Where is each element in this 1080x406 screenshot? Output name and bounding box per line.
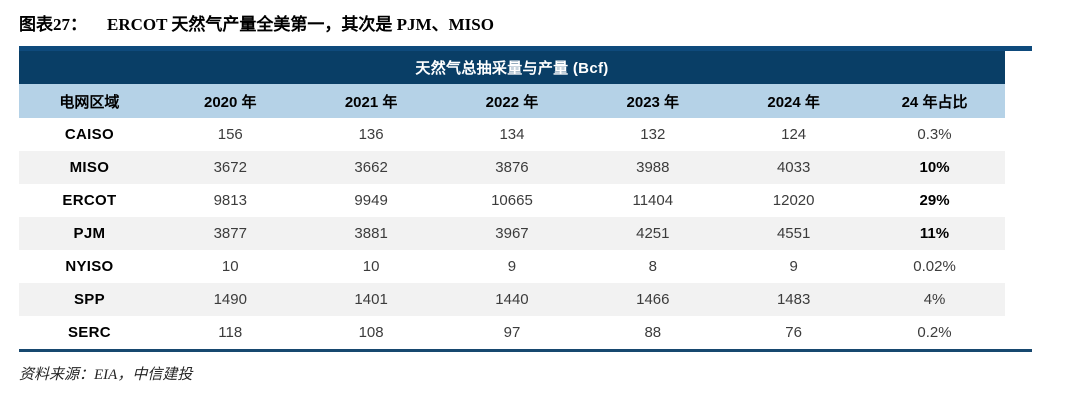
value-cell: 88 — [644, 324, 662, 341]
value-cell: 1483 — [776, 291, 811, 308]
value-cell: 132 — [640, 126, 666, 143]
data-table-container: 天然气总抽采量与产量 (Bcf) 电网区域 2020 年 2021 年 2022… — [19, 51, 1005, 349]
col-header-share: 24 年占比 — [864, 84, 1005, 118]
table-header: 电网区域 2020 年 2021 年 2022 年 2023 年 2024 年 … — [19, 84, 1005, 118]
value-cell: 136 — [358, 126, 384, 143]
table-row-pjm: PJM 3877 3881 3967 4251 4551 11% — [19, 217, 1005, 250]
data-table: 电网区域 2020 年 2021 年 2022 年 2023 年 2024 年 … — [19, 84, 1005, 349]
value-cell: 3877 — [213, 225, 247, 242]
value-cell: 3672 — [213, 159, 247, 176]
table-row-spp: SPP 1490 1401 1440 1466 1483 4% — [19, 283, 1005, 316]
value-cell: 9949 — [354, 192, 388, 209]
table-row-nyiso: NYISO 10 10 9 8 9 0.02% — [19, 250, 1005, 283]
col-header-2022: 2022 年 — [441, 84, 583, 118]
region-cell: CAISO — [64, 126, 114, 143]
region-cell: MISO — [69, 159, 110, 176]
value-cell: 8 — [648, 258, 657, 275]
figure-title: 图表27： ERCOT 天然气产量全美第一，其次是 PJM、MISO — [19, 14, 1080, 36]
table-body: CAISO 156 136 134 132 124 0.3% MISO 3672… — [19, 118, 1005, 349]
report-figure: 图表27： ERCOT 天然气产量全美第一，其次是 PJM、MISO 天然气总抽采… — [19, 14, 1080, 383]
share-cell: 10% — [919, 159, 950, 176]
value-cell: 3988 — [636, 159, 670, 176]
col-header-2020: 2020 年 — [159, 84, 301, 118]
value-cell: 4033 — [776, 159, 811, 176]
value-cell: 12020 — [772, 192, 815, 209]
figure-title-text: ERCOT 天然气产量全美第一，其次是 PJM、MISO — [107, 15, 494, 34]
value-cell: 9813 — [213, 192, 247, 209]
share-cell: 11% — [919, 225, 950, 242]
share-cell: 4% — [923, 291, 946, 308]
value-cell: 10 — [362, 258, 380, 275]
value-cell: 76 — [785, 324, 802, 341]
table-row-caiso: CAISO 156 136 134 132 124 0.3% — [19, 118, 1005, 151]
region-cell: SPP — [73, 291, 105, 308]
value-cell: 3881 — [354, 225, 388, 242]
table-caption-band: 天然气总抽采量与产量 (Bcf) — [19, 51, 1005, 84]
value-cell: 1490 — [213, 291, 247, 308]
value-cell: 9 — [789, 258, 798, 275]
share-cell: 0.2% — [917, 324, 952, 341]
table-header-row: 电网区域 2020 年 2021 年 2022 年 2023 年 2024 年 … — [19, 84, 1005, 118]
value-cell: 1466 — [636, 291, 670, 308]
value-cell: 1440 — [495, 291, 529, 308]
share-cell: 0.3% — [917, 126, 952, 143]
region-cell: SERC — [67, 324, 111, 341]
value-cell: 97 — [503, 324, 521, 341]
value-cell: 156 — [217, 126, 243, 143]
value-cell: 3876 — [495, 159, 529, 176]
table-row-miso: MISO 3672 3662 3876 3988 4033 10% — [19, 151, 1005, 184]
value-cell: 11404 — [632, 192, 674, 209]
title-underline-rule — [19, 46, 1032, 51]
table-bottom-rule — [19, 349, 1032, 352]
source-note: 资料来源：EIA，中信建投 — [19, 367, 193, 383]
value-cell: 9 — [507, 258, 517, 275]
value-cell: 3662 — [354, 159, 388, 176]
value-cell: 3967 — [495, 225, 529, 242]
region-cell: ERCOT — [62, 192, 117, 209]
region-cell: NYISO — [65, 258, 114, 275]
col-header-2023: 2023 年 — [582, 84, 724, 118]
col-header-region: 电网区域 — [19, 84, 160, 118]
share-cell: 0.02% — [913, 258, 956, 275]
region-cell: PJM — [73, 225, 106, 242]
col-header-2024: 2024 年 — [723, 84, 865, 118]
value-cell: 108 — [358, 324, 384, 341]
value-cell: 118 — [218, 324, 243, 341]
value-cell: 4551 — [776, 225, 811, 242]
value-cell: 10 — [221, 258, 239, 275]
table-row-ercot: ERCOT 9813 9949 10665 11404 12020 29% — [19, 184, 1005, 217]
value-cell: 124 — [781, 126, 807, 143]
value-cell: 1401 — [354, 291, 388, 308]
figure-number-label: 图表27： — [19, 15, 87, 34]
value-cell: 10665 — [491, 192, 533, 209]
value-cell: 4251 — [636, 225, 670, 242]
value-cell: 134 — [499, 126, 525, 143]
table-row-serc: SERC 118 108 97 88 76 0.2% — [19, 316, 1005, 349]
col-header-2021: 2021 年 — [300, 84, 442, 118]
share-cell: 29% — [919, 192, 950, 209]
